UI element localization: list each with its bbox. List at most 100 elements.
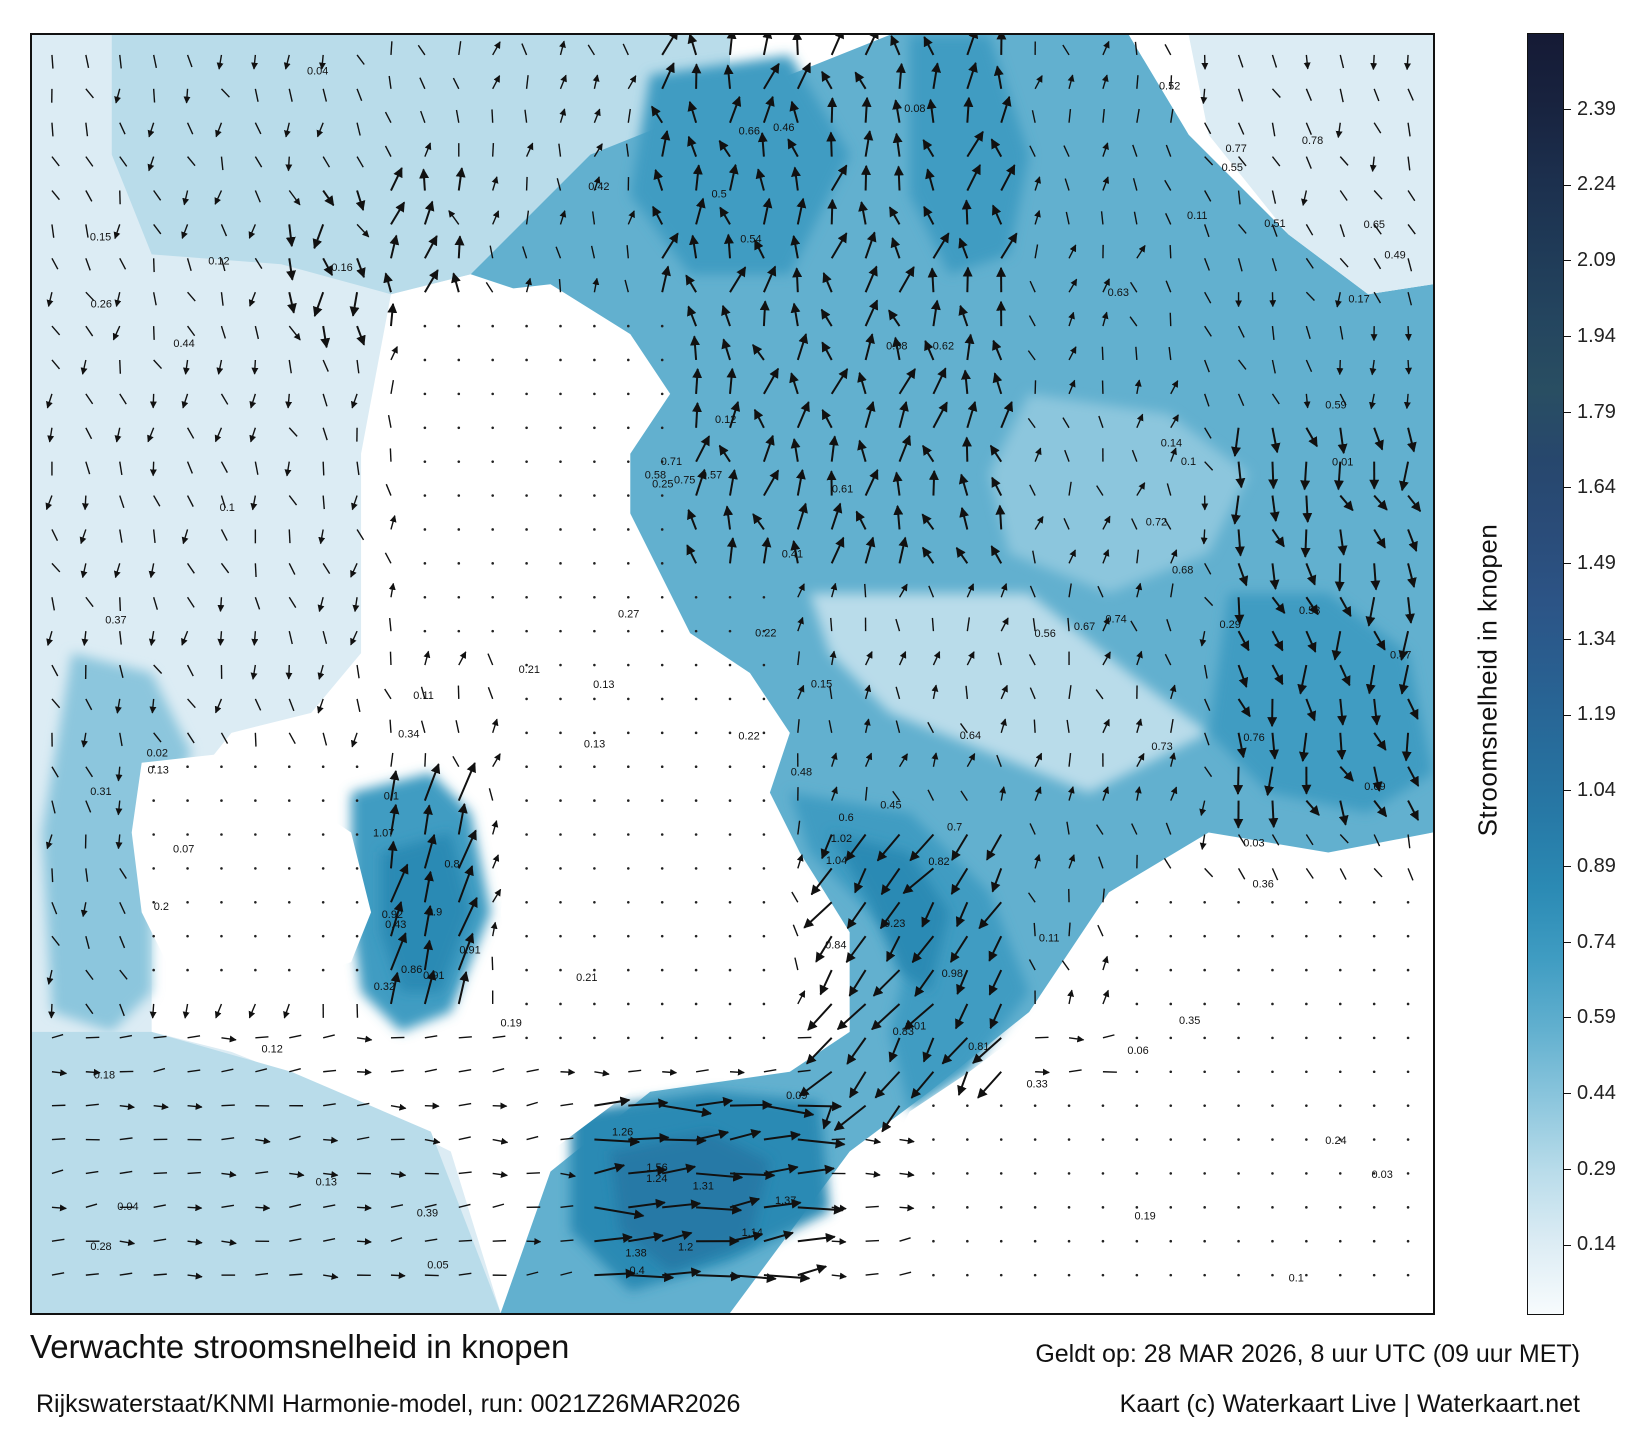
speed-label: 0.37: [105, 615, 126, 627]
current-arrow: [1034, 447, 1042, 462]
current-arrow: [1068, 549, 1076, 564]
current-arrow: [51, 698, 61, 709]
grid-dot: [1033, 1138, 1037, 1141]
current-arrow: [387, 840, 398, 869]
current-arrow: [323, 1136, 339, 1144]
current-arrow: [594, 1096, 631, 1107]
current-arrow: [830, 164, 848, 192]
current-arrow: [85, 156, 94, 167]
grid-dot: [593, 392, 596, 396]
grid-dot: [1271, 1002, 1274, 1006]
current-arrow: [119, 156, 128, 167]
land-central-south: [500, 573, 810, 1072]
current-arrow: [719, 206, 731, 225]
current-arrow: [352, 597, 360, 613]
current-arrow: [181, 393, 189, 409]
current-arrow: [560, 1271, 573, 1276]
grid-dot: [1271, 1172, 1274, 1175]
current-arrow: [726, 367, 737, 394]
grid-dot: [999, 1104, 1003, 1107]
speed-label: 0.1: [1181, 456, 1196, 468]
current-arrow: [147, 122, 155, 138]
current-arrow: [1269, 732, 1279, 760]
current-arrow: [923, 205, 935, 225]
current-arrow: [248, 224, 257, 239]
speed-label: 1.24: [646, 1173, 667, 1185]
current-arrow: [85, 1203, 98, 1209]
water-shading: [32, 35, 1433, 1313]
grid-dot: [321, 867, 325, 870]
current-arrow: [389, 515, 397, 530]
grid-dot: [627, 934, 630, 938]
current-arrow: [384, 552, 392, 564]
current-arrow: [893, 165, 904, 191]
current-arrow: [186, 732, 195, 744]
current-arrow: [1407, 563, 1417, 588]
grid-dot: [457, 528, 461, 531]
current-arrow: [687, 100, 698, 124]
current-arrow: [922, 1037, 935, 1063]
current-arrow: [115, 800, 123, 816]
current-arrow: [854, 867, 867, 894]
current-arrow: [627, 108, 631, 123]
current-arrow: [1102, 109, 1105, 123]
current-arrow: [51, 122, 54, 137]
current-arrow: [419, 168, 430, 191]
current-arrow: [830, 582, 838, 598]
current-arrow: [289, 1067, 301, 1073]
grid-dot: [694, 1002, 698, 1006]
current-arrow: [390, 41, 393, 55]
grid-dot: [1338, 1070, 1342, 1074]
grid-dot: [762, 867, 766, 870]
grid-dot: [1372, 934, 1376, 938]
current-arrow: [1068, 481, 1072, 496]
grid-dot: [491, 358, 494, 362]
current-arrow: [153, 664, 163, 674]
current-arrow: [872, 969, 901, 997]
current-arrow: [829, 685, 833, 700]
current-arrow: [457, 829, 477, 869]
current-arrow: [356, 257, 366, 279]
current-arrow: [1065, 211, 1070, 225]
current-arrow: [558, 278, 562, 293]
current-arrow: [763, 1104, 815, 1119]
grid-dot: [423, 595, 427, 599]
current-arrow: [186, 325, 196, 337]
colorbar-tick-label: 0.14: [1577, 1233, 1616, 1256]
speed-label: 1.07: [373, 827, 394, 839]
current-arrow: [390, 1237, 403, 1242]
current-arrow: [797, 1069, 811, 1073]
current-arrow: [423, 904, 434, 937]
sea-central-light: [809, 593, 1209, 793]
current-arrow: [119, 664, 124, 678]
current-arrow: [289, 1171, 305, 1178]
current-arrow: [662, 1104, 712, 1118]
current-arrow: [289, 1238, 302, 1242]
current-arrow: [797, 1101, 843, 1112]
grid-dot: [559, 528, 562, 531]
current-arrow: [876, 833, 901, 862]
current-arrow: [220, 732, 229, 744]
current-arrow: [1305, 359, 1313, 373]
current-arrow: [51, 1204, 67, 1212]
current-arrow: [153, 1204, 166, 1209]
current-arrow: [1370, 54, 1378, 71]
current-arrow: [1066, 719, 1070, 733]
current-arrow: [898, 266, 915, 293]
current-arrow: [318, 529, 326, 545]
current-arrow: [147, 427, 155, 443]
current-arrow: [796, 333, 809, 361]
speed-label: 0.59: [1325, 400, 1346, 412]
current-arrow: [356, 359, 360, 374]
grid-dot: [287, 765, 291, 769]
speed-label: 0.35: [1179, 1015, 1200, 1027]
current-arrow: [288, 88, 293, 102]
grid-dot: [1237, 968, 1240, 972]
current-arrow: [821, 70, 833, 90]
current-arrow: [1398, 664, 1410, 695]
grid-dot: [627, 1036, 630, 1040]
current-arrow: [892, 471, 903, 496]
speed-label: 0.21: [519, 664, 540, 676]
current-arrow: [420, 720, 426, 733]
grid-dot: [1338, 1239, 1342, 1243]
